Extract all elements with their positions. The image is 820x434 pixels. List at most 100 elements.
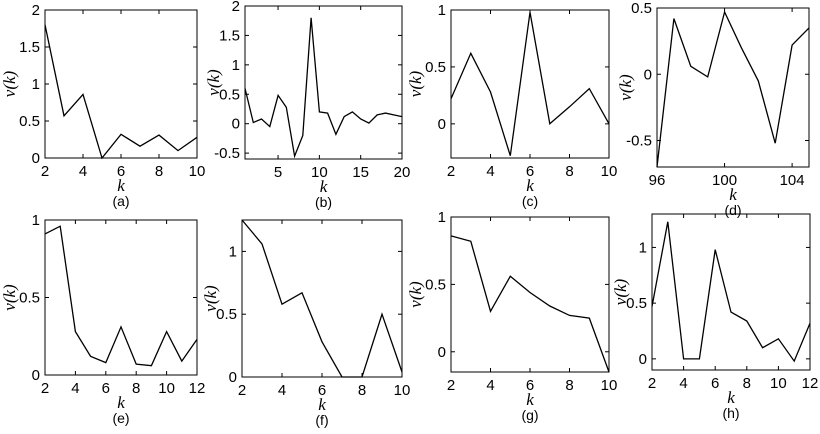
panel-c-ytick-label: 1: [438, 2, 446, 19]
panel-b-xtick-label: 15: [352, 164, 369, 181]
panel-c-xtick-label: 4: [486, 163, 494, 180]
panel-e-xtick-label: 4: [71, 380, 79, 397]
panel-b-ytick-label: 1.5: [219, 27, 240, 44]
panel-h-ytick-label: 1: [639, 239, 647, 256]
panel-d-xlabel: k: [729, 185, 737, 204]
panel-a-xtick-label: 2: [41, 163, 49, 180]
panel-f-xtick-label: 2: [238, 382, 246, 399]
panel-h-caption: (h): [722, 405, 739, 421]
panel-e-xtick-label: 6: [102, 380, 110, 397]
panel-g-xtick-label: 6: [526, 377, 534, 394]
panel-f: 2 4 6 8 10 0 0.5 1 k v(k) (f): [201, 219, 410, 428]
panel-g-ytick-label: 1: [438, 209, 446, 226]
panel-e: 2 4 6 8 10 12 0 0.5 1 k v(k) (e): [0, 212, 205, 426]
panel-f-xtick-label: 10: [394, 382, 411, 399]
panel-c-xtick-label: 10: [601, 163, 618, 180]
panel-e-ytick-label: 0.5: [19, 290, 40, 307]
panel-e-series-line: [44, 225, 198, 367]
panel-b-axes-frame: [244, 5, 403, 160]
panel-g-ytick-label: 0: [438, 344, 446, 361]
panel-a-ytick-label: 0: [32, 150, 40, 167]
panel-f-xtick-label: 8: [358, 382, 366, 399]
panel-h-xtick-label: 8: [743, 375, 751, 392]
panel-g-xlabel: k: [526, 390, 534, 409]
panel-d-ytick-label: -0.5: [626, 133, 652, 150]
panel-a-ytick-label: 1: [32, 76, 40, 93]
panel-d-ytick-label: 0.5: [631, 0, 652, 17]
panel-d-caption: (d): [724, 202, 741, 218]
panel-b-ytick-label: 2: [232, 0, 240, 15]
panel-b-xtick-label: 20: [394, 164, 411, 181]
panel-d-axes-frame: [656, 7, 810, 168]
panel-b-ylabel: v(k): [204, 69, 223, 96]
panel-b-ytick-label: 0: [232, 116, 240, 133]
panel-g-xtick-label: 2: [447, 377, 455, 394]
panel-b-caption: (b): [315, 194, 332, 210]
panel-c-caption: (c): [522, 193, 538, 209]
panel-f-ylabel: v(k): [201, 285, 220, 312]
panel-f-ytick-label: 1: [229, 243, 237, 260]
panel-d-ylabel: v(k): [616, 74, 635, 101]
panel-f-xtick-label: 6: [318, 382, 326, 399]
panel-b-ytick-label: 0.5: [219, 86, 240, 103]
panel-b-xlabel: k: [320, 177, 328, 196]
panel-h-xtick-label: 2: [648, 375, 656, 392]
panel-f-ytick-label: 0.5: [216, 306, 237, 323]
panel-c-ytick-label: 0.5: [425, 59, 446, 76]
panel-a-caption: (a): [112, 193, 129, 209]
panel-h-xtick-label: 6: [711, 375, 719, 392]
panel-e-xtick-label: 8: [132, 380, 140, 397]
panel-e-xtick-label: 10: [158, 380, 175, 397]
panel-e-xlabel: k: [117, 393, 125, 412]
panel-e-ytick-label: 0: [32, 367, 40, 384]
panel-f-xlabel: k: [318, 395, 326, 414]
panel-e-ytick-label: 1: [32, 212, 40, 229]
panel-f-caption: (f): [315, 412, 328, 428]
panel-h-ylabel: v(k): [611, 278, 630, 305]
panel-c-xtick-label: 6: [526, 163, 534, 180]
panel-g-ylabel: v(k): [406, 281, 425, 308]
panel-h-axes-frame: [651, 213, 811, 371]
panel-a-ytick-label: 2: [32, 2, 40, 19]
panel-h-series-line: [651, 221, 811, 363]
panel-e-axes-frame: [44, 219, 198, 376]
panel-b-ytick-label: 1: [232, 57, 240, 74]
panel-d-xtick-label: 100: [712, 172, 737, 189]
panel-c: 2 4 6 8 10 0 0.5 1 k v(k) (c): [406, 2, 617, 209]
panel-a-xtick-label: 4: [79, 163, 87, 180]
panel-d-ytick-label: 0: [644, 66, 652, 83]
panel-e-xtick-label: 12: [189, 380, 206, 397]
panel-a: 2 4 6 8 10 0 0.5 1 1.5 2 k v(k) (a): [0, 2, 205, 209]
panel-a-ylabel: v(k): [0, 70, 19, 97]
panel-f-axes-frame: [241, 219, 403, 378]
panel-d-xtick-label: 104: [780, 172, 805, 189]
panel-c-ytick-label: 0: [438, 116, 446, 133]
panel-f-series-line: [241, 219, 403, 378]
panel-e-ylabel: v(k): [0, 284, 19, 311]
panel-c-xlabel: k: [526, 176, 534, 195]
panel-a-xlabel: k: [117, 176, 125, 195]
panel-d-series-line: [656, 10, 810, 168]
panel-a-series-line: [44, 24, 198, 160]
panel-d: 96 100 104 -0.5 0 0.5 k v(k) (d): [616, 0, 810, 218]
panel-a-axes-frame: [44, 9, 198, 159]
panel-h-xtick-label: 12: [802, 375, 819, 392]
panel-g-ytick-label: 0.5: [425, 276, 446, 293]
panel-a-xtick-label: 6: [117, 163, 125, 180]
panel-d-xtick-label: 96: [649, 172, 666, 189]
panel-a-xtick-label: 10: [189, 163, 206, 180]
panel-f-ytick-label: 0: [229, 369, 237, 386]
panel-b-ytick-label: -0.5: [214, 145, 240, 162]
panel-g-caption: (g): [521, 407, 538, 423]
panel-c-axes-frame: [450, 9, 610, 159]
panel-h-xtick-label: 10: [770, 375, 787, 392]
panel-b-xtick-label: 10: [311, 164, 328, 181]
panel-c-xtick-label: 2: [447, 163, 455, 180]
panel-f-xtick-label: 4: [278, 382, 286, 399]
panel-g-axes-frame: [450, 216, 610, 373]
panel-h-ytick-label: 0.5: [626, 295, 647, 312]
panel-a-ytick-label: 1.5: [19, 39, 40, 56]
panel-e-xtick-label: 2: [41, 380, 49, 397]
panel-g-xtick-label: 4: [486, 377, 494, 394]
